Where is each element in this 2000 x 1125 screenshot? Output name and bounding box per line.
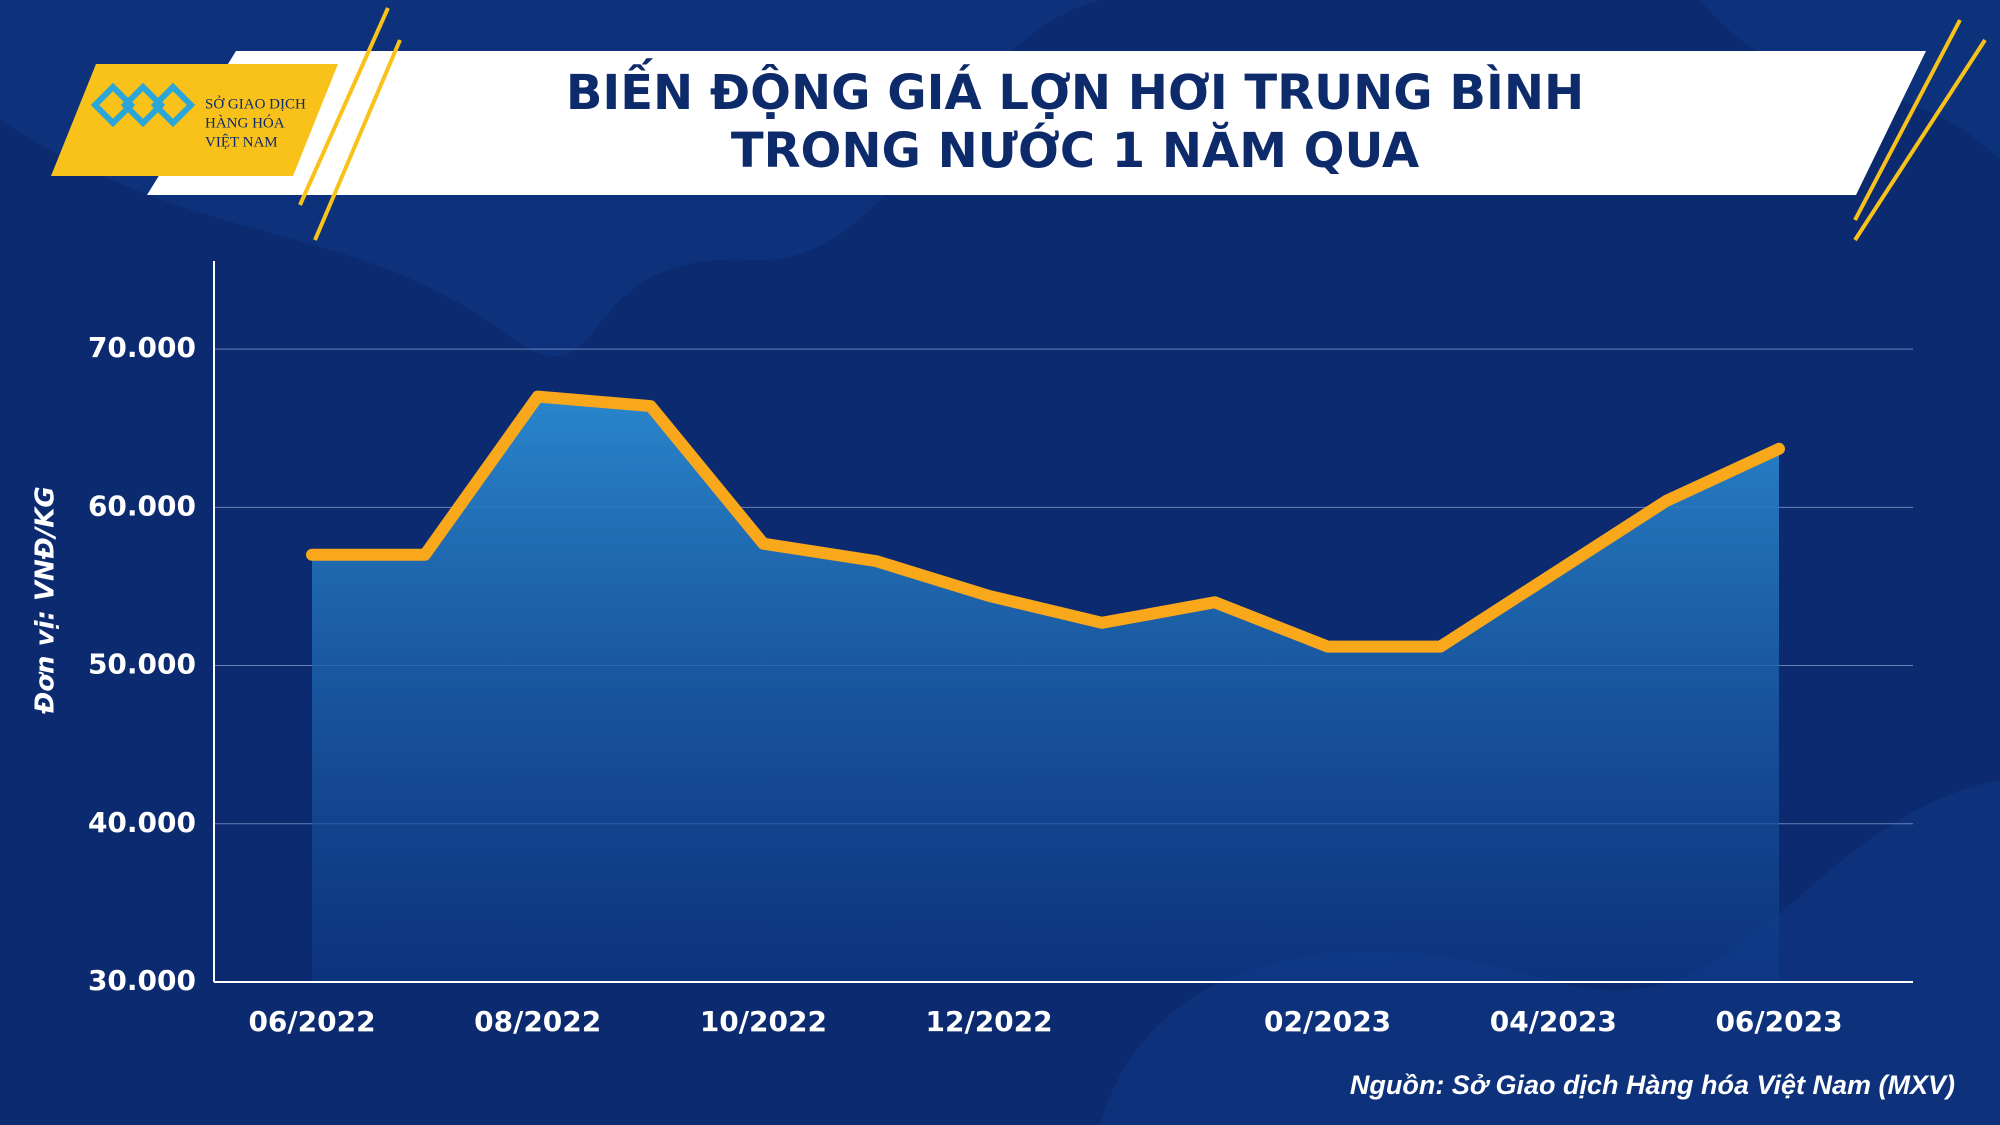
deco-line — [1853, 19, 1962, 221]
logo-box — [51, 64, 338, 176]
y-tick-label: 50.000 — [88, 648, 196, 681]
deco-line — [313, 39, 402, 241]
y-tick-label: 30.000 — [88, 964, 196, 997]
y-tick-label: 60.000 — [88, 489, 196, 522]
deco-line — [1853, 38, 1987, 242]
x-tick-label: 08/2022 — [474, 1005, 601, 1038]
source: Nguồn: Sở Giao dịch Hàng hóa Việt Nam (M… — [1350, 1070, 1955, 1100]
x-tick-label: 12/2022 — [926, 1005, 1053, 1038]
bg-blob — [1100, 780, 2000, 1125]
plot: 30.000 40.000 50.000 60.000 70.000 06/2022 08/… — [88, 261, 1913, 1038]
logo-text: SỞ GIAO DỊCH — [205, 95, 306, 112]
y-tick-label: 70.000 — [88, 331, 196, 364]
x-tick-label: 06/2023 — [1715, 1005, 1842, 1038]
area — [312, 396, 1779, 983]
x-tick-label: 04/2023 — [1490, 1005, 1617, 1038]
logo-icon — [90, 82, 196, 128]
deco-line — [298, 7, 390, 206]
x-tick-label: 02/2023 — [1264, 1005, 1391, 1038]
x-tick-label: 06/2022 — [248, 1005, 375, 1038]
line — [306, 390, 1785, 653]
chart-title: TRONG NƯỚC 1 NĂM QUA — [731, 122, 1419, 179]
logo-text: VIỆT NAM — [205, 133, 278, 150]
y-tick-label: 40.000 — [88, 806, 196, 839]
logo-text: HÀNG HÓA — [205, 114, 285, 131]
title-banner — [147, 51, 1926, 195]
x-tick-label: 10/2022 — [700, 1005, 827, 1038]
y-axis-label: Đơn vị: VNĐ/KG — [31, 486, 61, 715]
chart-title: BIẾN ĐỘNG GIÁ LỢN HƠI TRUNG BÌNH — [566, 58, 1584, 121]
